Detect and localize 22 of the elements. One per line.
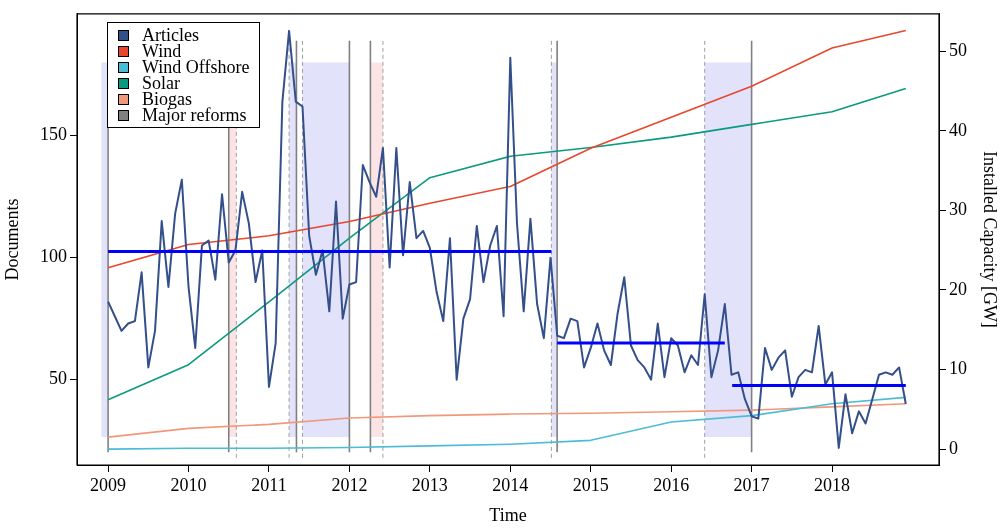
y-tick-label: 150 [40, 124, 67, 145]
y2-tick-label: 20 [949, 278, 967, 299]
y-tick-label: 50 [49, 368, 67, 389]
y2-tick-label: 40 [949, 119, 967, 140]
y2-tick-label: 0 [949, 437, 958, 458]
y-tick-label: 100 [40, 246, 67, 267]
x-tick-label: 2012 [331, 474, 368, 495]
y2-axis-title: Installed Capacity [GW] [980, 150, 1001, 328]
x-tick-label: 2009 [90, 474, 127, 495]
x-tick-label: 2016 [653, 474, 690, 495]
x-tick-label: 2015 [572, 474, 609, 495]
x-tick-label: 2011 [251, 474, 287, 495]
x-tick-label: 2017 [733, 474, 770, 495]
x-tick-label: 2010 [170, 474, 207, 495]
x-axis-title: Time [489, 504, 527, 525]
y2-tick-label: 10 [949, 358, 967, 379]
y-axis-title: Documents [1, 198, 22, 281]
x-tick-label: 2018 [814, 474, 851, 495]
y2-tick-label: 50 [949, 39, 967, 60]
x-tick-label: 2013 [411, 474, 448, 495]
x-tick-label: 2014 [492, 474, 529, 495]
y2-tick-label: 30 [949, 199, 967, 220]
